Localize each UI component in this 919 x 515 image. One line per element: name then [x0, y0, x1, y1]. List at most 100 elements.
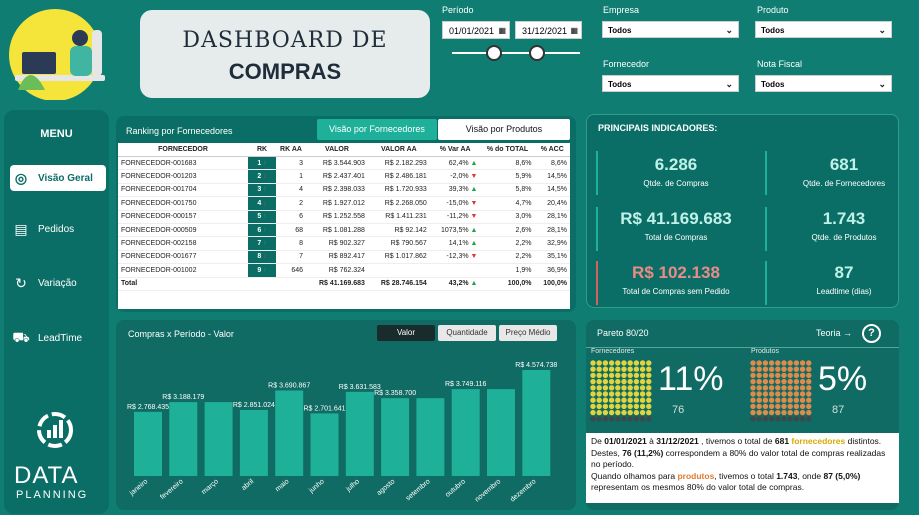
chart-btn-valor[interactable]: Valor	[377, 325, 435, 341]
pareto-dot	[621, 378, 627, 385]
text-87: 87 (5,0%)	[823, 470, 861, 481]
col-fornecedor[interactable]: FORNECEDOR	[118, 143, 248, 157]
cell-rk: 1 ↑	[248, 156, 276, 171]
bar-junho[interactable]	[310, 413, 339, 476]
tab-visao-produtos[interactable]: Visão por Produtos	[438, 119, 570, 140]
pareto-dot	[633, 385, 640, 391]
x-tick-label: outubro	[444, 478, 467, 499]
clipboard-icon: ▤	[14, 220, 28, 237]
cell-pct-acc: 28,1%	[534, 210, 570, 224]
nota-fiscal-select[interactable]: Todos ⌄	[755, 75, 892, 92]
x-tick-label: novembro	[474, 478, 502, 503]
pareto-dot	[750, 360, 756, 366]
table-row[interactable]: FORNECEDOR-002158 7 ↑ 8 R$ 902.327 R$ 790.56…	[118, 236, 570, 251]
produto-select[interactable]: Todos ⌄	[755, 21, 892, 38]
col-pct-total[interactable]: % do TOTAL	[480, 143, 535, 157]
bar-abril[interactable]	[239, 409, 268, 476]
bar-março[interactable]	[204, 402, 233, 476]
cell-rk: 2 ↓	[248, 169, 276, 184]
empresa-select[interactable]: Todos ⌄	[602, 21, 739, 38]
brand-name: DATA	[14, 462, 79, 489]
cell-rk-aa: 2	[276, 196, 306, 211]
table-row[interactable]: FORNECEDOR-000509 6 ↑ 68 R$ 1.081.288 R$ 92.…	[118, 223, 570, 238]
bar-agosto[interactable]	[381, 398, 410, 476]
pareto-dot	[627, 403, 633, 410]
calendar-icon[interactable]: ▦	[570, 26, 578, 35]
date-slider-track[interactable]	[452, 52, 580, 54]
pareto-dot	[806, 385, 812, 391]
help-icon[interactable]: ?	[862, 324, 881, 343]
pareto-dot	[608, 372, 615, 379]
sidebar-item-pedidos[interactable]: ▤ Pedidos	[10, 216, 106, 242]
col-pct-acc[interactable]: % ACC	[534, 143, 570, 157]
table-total-row: Total R$ 41.169.683 R$ 28.746.154 43,2% …	[118, 277, 570, 291]
total-rkaa-empty	[276, 277, 306, 291]
teoria-link[interactable]: Teoria →	[816, 328, 853, 338]
bar-fevereiro[interactable]	[169, 402, 198, 476]
bar-janeiro[interactable]	[134, 411, 162, 476]
cell-pct-total: 5,8%	[480, 183, 535, 198]
bar-julho[interactable]	[345, 391, 374, 476]
col-rk-aa[interactable]: RK AA	[276, 143, 306, 157]
col-valor-aa[interactable]: VALOR AA	[367, 143, 430, 157]
pareto-dot	[627, 378, 633, 385]
fornecedor-select[interactable]: Todos ⌄	[602, 75, 739, 92]
cell-rk-aa: 646	[276, 263, 306, 278]
table-row[interactable]: FORNECEDOR-001750 4 ↓ 2 R$ 1.927.012 R$ 2.26…	[118, 196, 570, 211]
x-tick-label: março	[200, 478, 219, 496]
arrow-up-icon: ↑	[263, 226, 267, 234]
table-row[interactable]: FORNECEDOR-000157 5 ↑ 6 R$ 1.252.558 R$ 1.41…	[118, 210, 570, 224]
pareto-dot	[596, 360, 602, 366]
pareto-dot	[627, 397, 633, 403]
sidebar-item-visao-geral[interactable]: ◎ Visão Geral	[10, 165, 106, 191]
col-var-aa[interactable]: % Var AA	[429, 143, 481, 157]
bar-novembro[interactable]	[487, 389, 515, 476]
col-rk[interactable]: RK	[248, 143, 276, 157]
chart-btn-preco-medio[interactable]: Preço Médio	[499, 325, 557, 341]
table-row[interactable]: FORNECEDOR-001683 1 ↑ 3 R$ 3.544.903 R$ 2.18…	[118, 156, 570, 171]
pareto-dot	[590, 403, 596, 410]
col-valor[interactable]: VALOR	[306, 143, 368, 157]
calendar-icon[interactable]: ▦	[498, 26, 506, 35]
date-slider-handle-end[interactable]	[529, 45, 545, 61]
pareto-dot	[750, 409, 756, 416]
table-row[interactable]: FORNECEDOR-001002 9 ↑ 646 R$ 762.324 1,9% 36,…	[118, 263, 570, 278]
date-slider-handle-start[interactable]	[486, 45, 502, 61]
cell-valor: R$ 892.417	[306, 250, 368, 265]
x-tick-label: agosto	[376, 478, 397, 497]
bar-dezembro[interactable]	[522, 370, 551, 476]
sidebar-item-variacao[interactable]: ↻ Variação	[10, 270, 106, 296]
cell-var-aa: 62,4% ▲	[429, 156, 481, 171]
pareto-dot	[775, 416, 781, 422]
cell-pct-acc: 20,4%	[534, 196, 570, 211]
pareto-dot	[750, 372, 756, 379]
table-row[interactable]: FORNECEDOR-001203 2 ↓ 1 R$ 2.437.401 R$ 2.48…	[118, 169, 570, 184]
sidebar-item-leadtime[interactable]: ⛟ LeadTime	[10, 325, 106, 351]
pareto-dot	[590, 372, 596, 379]
fornecedor-label: Fornecedor	[603, 59, 650, 69]
pareto-dot	[602, 397, 609, 403]
cell-valor-aa: R$ 790.567	[367, 236, 430, 251]
bar-setembro[interactable]	[416, 398, 445, 476]
date-start-input[interactable]: 01/01/2021 ▦	[442, 21, 510, 39]
produto-label: Produto	[757, 5, 789, 15]
person-at-desk-illustration	[9, 9, 105, 101]
tab-visao-fornecedores[interactable]: Visão por Fornecedores	[317, 119, 437, 140]
bar-maio[interactable]	[275, 390, 304, 476]
date-end-input[interactable]: 31/12/2021 ▦	[515, 21, 582, 39]
cell-rk-aa: 3	[276, 156, 306, 171]
table-row[interactable]: FORNECEDOR-001677 8 ↓ 7 R$ 892.417 R$ 1.017.…	[118, 250, 570, 265]
cell-valor: R$ 902.327	[306, 236, 368, 251]
pareto-dot	[627, 385, 633, 391]
indicator-value: 1.743	[822, 209, 866, 228]
bar-data-label: R$ 3.188.179	[162, 394, 204, 401]
var-value: -2,0%	[450, 173, 469, 181]
bar-outubro[interactable]	[451, 389, 480, 476]
chevron-down-icon: ⌄	[878, 25, 886, 35]
pareto-dot	[775, 372, 781, 379]
chart-btn-quantidade[interactable]: Quantidade	[438, 325, 496, 341]
pareto-dot	[787, 378, 793, 385]
table-row[interactable]: FORNECEDOR-001704 3 ↑ 4 R$ 2.398.033 R$ 1.72…	[118, 183, 570, 198]
pareto-dot	[768, 360, 775, 366]
arrow-up-icon: ↑	[263, 213, 267, 221]
